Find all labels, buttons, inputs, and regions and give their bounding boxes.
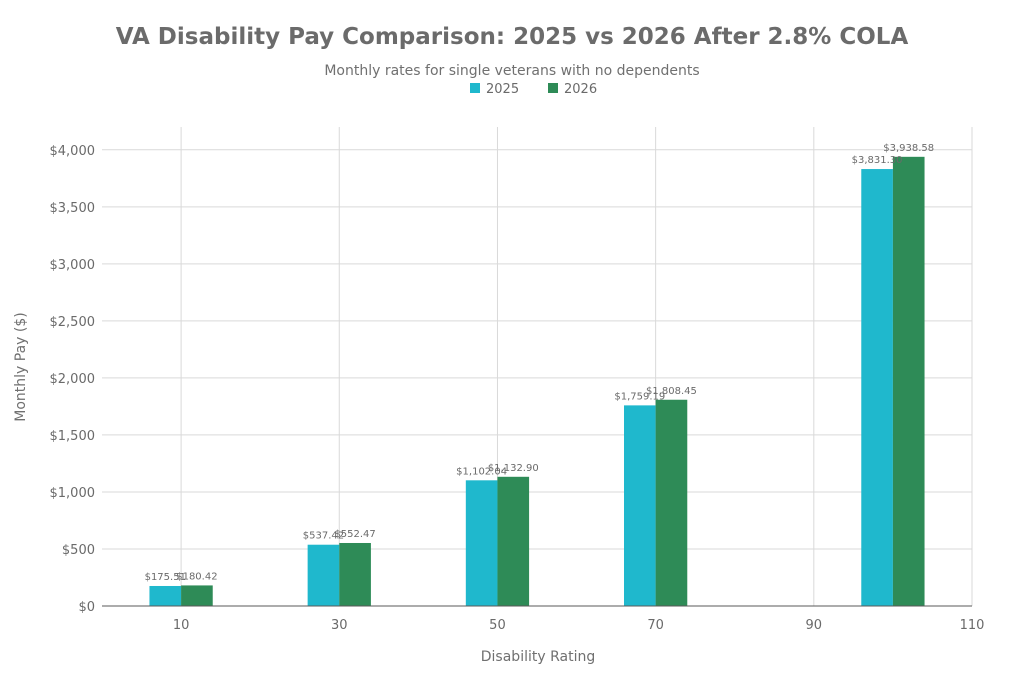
x-tick-label: 30 xyxy=(331,618,348,633)
legend-swatch-2025 xyxy=(470,83,480,93)
bar-2025 xyxy=(307,544,340,606)
bar-2025 xyxy=(465,480,498,606)
data-label-2025: $3,831.30 xyxy=(852,155,903,166)
x-tick-label: 90 xyxy=(806,618,823,633)
data-label-2026: $552.47 xyxy=(334,529,375,540)
bars xyxy=(149,156,925,606)
y-tick-label: $500 xyxy=(62,543,95,558)
data-labels: $175.51 $537.42 $1,102.04 $1,759.19 $3,831.3… xyxy=(145,143,935,583)
grid xyxy=(102,127,973,606)
bar-2025 xyxy=(624,405,656,606)
data-label-2025: $537.42 xyxy=(303,531,344,542)
x-tick-label: 50 xyxy=(489,618,506,633)
y-tick-label: $1,500 xyxy=(50,429,96,444)
data-label-2025: $1,102.04 xyxy=(456,466,507,477)
data-label-2026: $180.42 xyxy=(176,571,217,582)
legend: 2025 2026 xyxy=(470,82,597,97)
bar-2026 xyxy=(892,156,925,606)
data-label-2026: $1,808.45 xyxy=(646,386,697,397)
y-tick-label: $3,500 xyxy=(50,201,96,216)
data-label-2026: $1,132.90 xyxy=(488,463,539,474)
chart-subtitle: Monthly rates for single veterans with n… xyxy=(324,63,699,79)
bar-2026 xyxy=(181,585,213,606)
data-label-2025: $175.51 xyxy=(145,572,186,583)
legend-label-2026: 2026 xyxy=(564,82,597,97)
axes: $0 $500 $1,000 $1,500 $2,000 $2,500 $3,000 $3,5… xyxy=(50,144,985,633)
chart-title: VA Disability Pay Comparison: 2025 vs 20… xyxy=(116,24,909,50)
y-tick-label: $4,000 xyxy=(50,144,96,159)
y-tick-label: $3,000 xyxy=(50,258,96,273)
y-tick-label: $1,000 xyxy=(50,486,96,501)
bar-2025 xyxy=(861,169,893,606)
x-tick-label: 110 xyxy=(960,618,985,633)
x-tick-label: 70 xyxy=(647,618,664,633)
bar-2026 xyxy=(339,542,371,606)
x-tick-label: 10 xyxy=(173,618,190,633)
data-label-2025: $1,759.19 xyxy=(614,391,665,402)
y-tick-label: $2,500 xyxy=(50,315,96,330)
y-tick-label: $2,000 xyxy=(50,372,96,387)
bar-2026 xyxy=(655,399,688,606)
bar-2025 xyxy=(149,585,182,606)
y-tick-label: $0 xyxy=(78,600,95,615)
bar-2026 xyxy=(497,476,530,606)
legend-swatch-2026 xyxy=(548,83,558,93)
legend-label-2025: 2025 xyxy=(486,82,519,97)
y-axis-title: Monthly Pay ($) xyxy=(13,312,29,421)
x-axis-title: Disability Rating xyxy=(481,649,595,665)
data-label-2026: $3,938.58 xyxy=(883,143,934,154)
